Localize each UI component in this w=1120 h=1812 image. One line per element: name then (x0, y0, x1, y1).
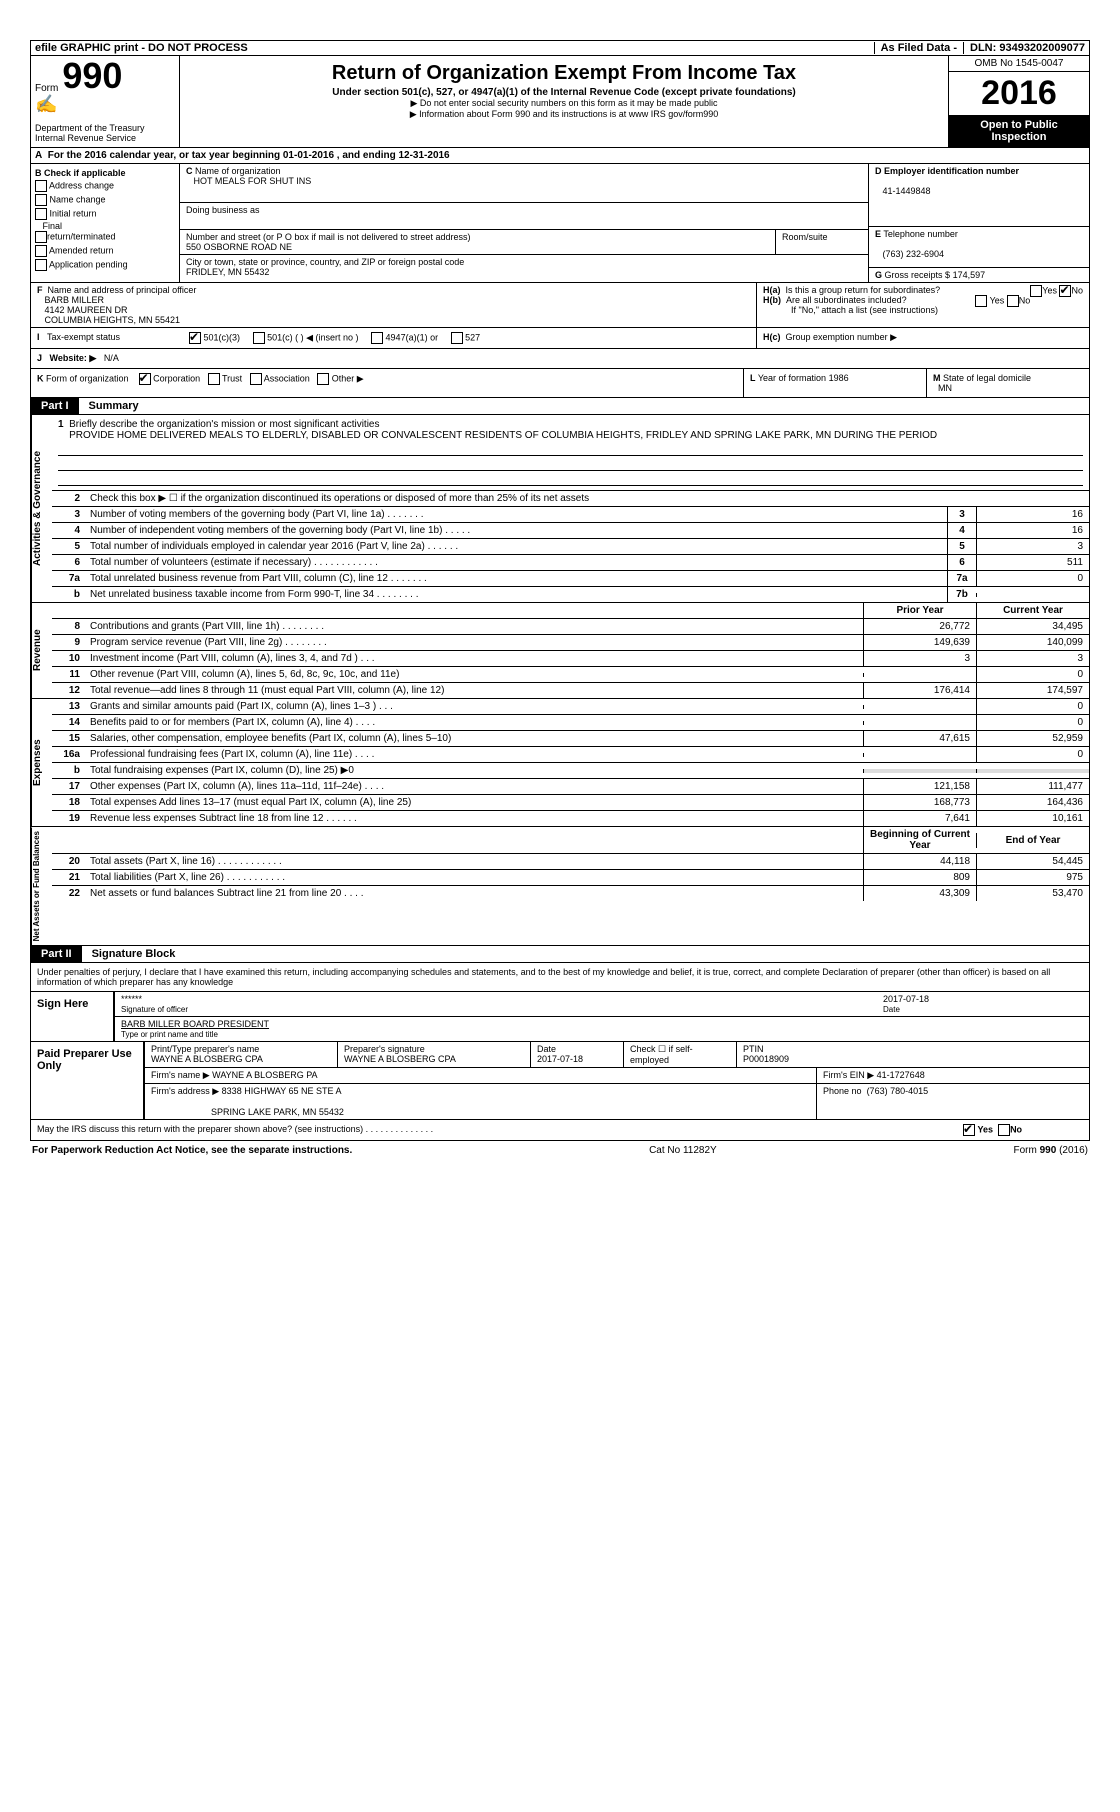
section-klm: K Form of organization Corporation Trust… (30, 369, 1090, 398)
page-footer: For Paperwork Reduction Act Notice, see … (30, 1141, 1090, 1160)
open-to-public: Open to PublicInspection (949, 115, 1089, 147)
column-b: B Check if applicable Address change Nam… (31, 164, 180, 282)
section-f-h: F Name and address of principal officer … (30, 283, 1090, 328)
netassets-block: Net Assets or Fund Balances Beginning of… (30, 827, 1090, 946)
omb-number: OMB No 1545-0047 (949, 56, 1089, 72)
part1-bar: Part I Summary (30, 398, 1090, 415)
form-header: Form 990 ✍ Department of the Treasury In… (30, 56, 1090, 148)
tax-year: 2016 (949, 72, 1089, 115)
form-subtitle: Under section 501(c), 527, or 4947(a)(1)… (184, 87, 944, 98)
signature-block: Under penalties of perjury, I declare th… (30, 963, 1090, 1120)
form-number: Form 990 (35, 58, 175, 94)
column-deg: D Employer identification number 41-1449… (868, 164, 1089, 282)
as-filed: As Filed Data - (874, 42, 964, 54)
part2-bar: Part II Signature Block (30, 946, 1090, 963)
governance-block: Activities & Governance 1 Briefly descri… (30, 415, 1090, 603)
revenue-block: Revenue Prior YearCurrent Year 8Contribu… (30, 603, 1090, 699)
section-b-to-g: B Check if applicable Address change Nam… (30, 164, 1090, 283)
top-bar: efile GRAPHIC print - DO NOT PROCESS As … (30, 40, 1090, 56)
expenses-block: Expenses 13Grants and similar amounts pa… (30, 699, 1090, 827)
section-j: J Website: ▶ N/A (30, 349, 1090, 369)
instructions-line: ▶ Information about Form 990 and its ins… (184, 109, 944, 120)
form-title: Return of Organization Exempt From Incom… (184, 62, 944, 85)
irs-link[interactable]: www IRS gov/form990 (629, 109, 719, 119)
dept-line2: Internal Revenue Service (35, 133, 175, 143)
column-c: C Name of organization HOT MEALS FOR SHU… (180, 164, 868, 282)
dln: DLN: 93493202009077 (970, 42, 1085, 54)
efile-notice: efile GRAPHIC print - DO NOT PROCESS (35, 42, 868, 54)
dept-line1: Department of the Treasury (35, 123, 175, 133)
irs-discuss-row: May the IRS discuss this return with the… (30, 1120, 1090, 1141)
tax-year-row: A For the 2016 calendar year, or tax yea… (30, 148, 1090, 164)
ssn-warning: ▶ Do not enter social security numbers o… (184, 98, 944, 109)
section-i: I Tax-exempt status 501(c)(3) 501(c) ( )… (30, 328, 1090, 349)
